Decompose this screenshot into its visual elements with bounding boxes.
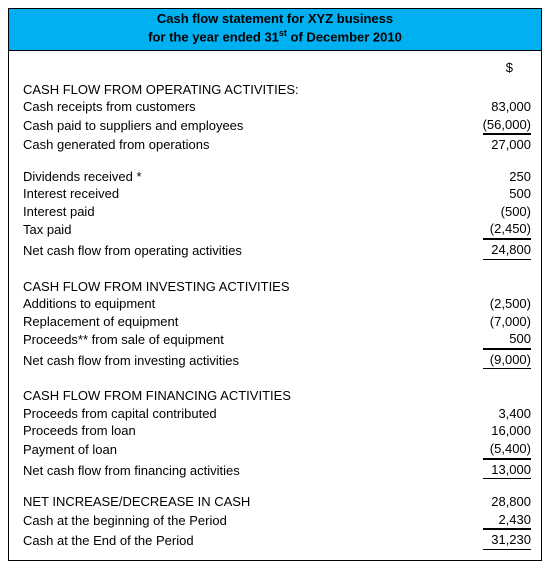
line-item: Interest paid(500) (23, 203, 531, 221)
line-item: Payment of loan(5,400) (23, 440, 531, 459)
financing-title: CASH FLOW FROM FINANCING ACTIVITIES (23, 387, 531, 405)
line-item: Proceeds from capital contributed3,400 (23, 405, 531, 423)
line-item: Dividends received *250 (23, 168, 531, 186)
currency-row: $ (23, 59, 531, 77)
header-line1: Cash flow statement for XYZ business (13, 11, 537, 28)
line-item: Interest received500 (23, 185, 531, 203)
line-item: Cash generated from operations27,000 (23, 134, 531, 154)
line-item: Net cash flow from operating activities2… (23, 239, 531, 260)
line-item: Replacement of equipment(7,000) (23, 313, 531, 331)
header-line2: for the year ended 31st of December 2010 (13, 28, 537, 46)
line-item: Cash paid to suppliers and employees(56,… (23, 116, 531, 135)
line-item: Cash at the beginning of the Period2,430 (23, 511, 531, 530)
line-item: Cash at the End of the Period31,230 (23, 529, 531, 550)
line-item: Tax paid(2,450) (23, 220, 531, 239)
line-item: Proceeds from loan16,000 (23, 422, 531, 440)
line-item: Net cash flow from financing activities1… (23, 459, 531, 480)
statement-header: Cash flow statement for XYZ business for… (9, 9, 541, 51)
line-item: Additions to equipment(2,500) (23, 295, 531, 313)
statement-body: $ CASH FLOW FROM OPERATING ACTIVITIES: C… (9, 51, 541, 560)
cash-flow-statement: Cash flow statement for XYZ business for… (8, 8, 542, 561)
operating-title: CASH FLOW FROM OPERATING ACTIVITIES: (23, 81, 531, 99)
investing-title: CASH FLOW FROM INVESTING ACTIVITIES (23, 278, 531, 296)
line-item: Cash receipts from customers83,000 (23, 98, 531, 116)
line-item: NET INCREASE/DECREASE IN CASH28,800 (23, 493, 531, 511)
line-item: Proceeds** from sale of equipment500 (23, 330, 531, 349)
line-item: Net cash flow from investing activities(… (23, 349, 531, 370)
currency-symbol: $ (448, 59, 531, 77)
